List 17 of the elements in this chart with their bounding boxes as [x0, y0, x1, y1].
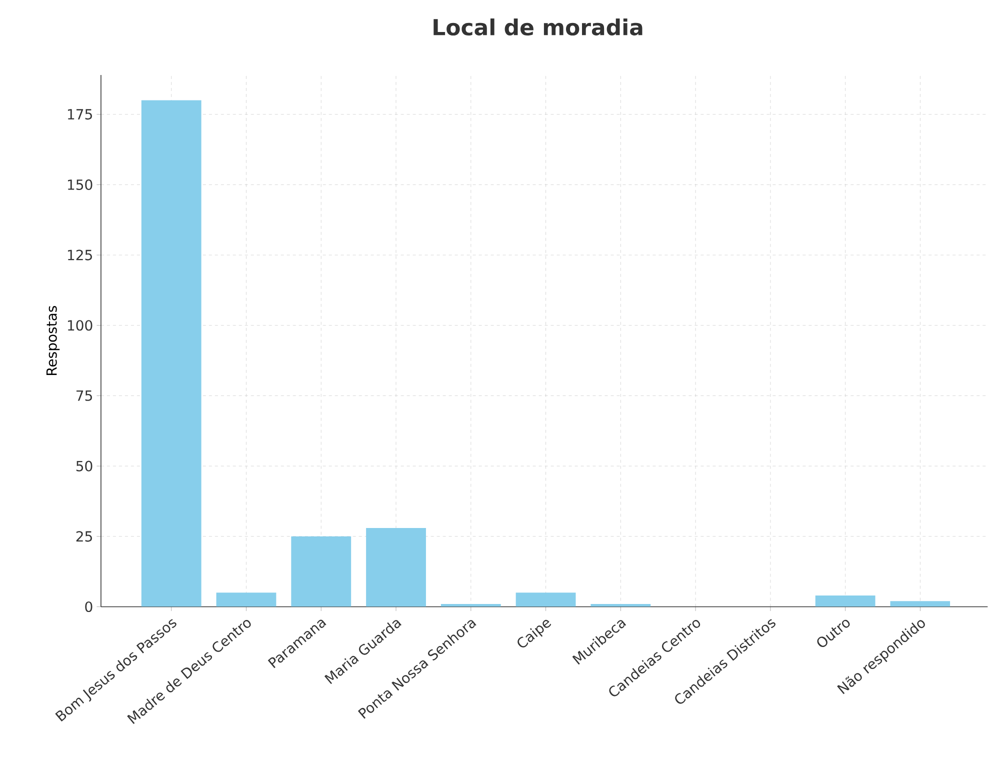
- y-tick-label: 100: [68, 320, 92, 331]
- chart-title: Local de moradia: [434, 18, 642, 36]
- y-tick-label: 125: [68, 250, 92, 260]
- y-tick-label: 175: [68, 109, 92, 120]
- y-axis-title: Respostas: [46, 306, 60, 376]
- bar: [291, 536, 352, 607]
- y-tick-label: 75: [76, 390, 92, 402]
- bar: [216, 592, 276, 607]
- bar: [516, 592, 576, 607]
- y-tick-label: 150: [68, 180, 92, 190]
- y-tick-label: 25: [76, 531, 92, 542]
- bar: [890, 601, 950, 607]
- bar: [815, 596, 876, 607]
- y-tick-label: 0: [85, 602, 92, 612]
- bar: [141, 100, 202, 607]
- bar: [366, 528, 426, 607]
- y-tick-label: 50: [76, 460, 92, 472]
